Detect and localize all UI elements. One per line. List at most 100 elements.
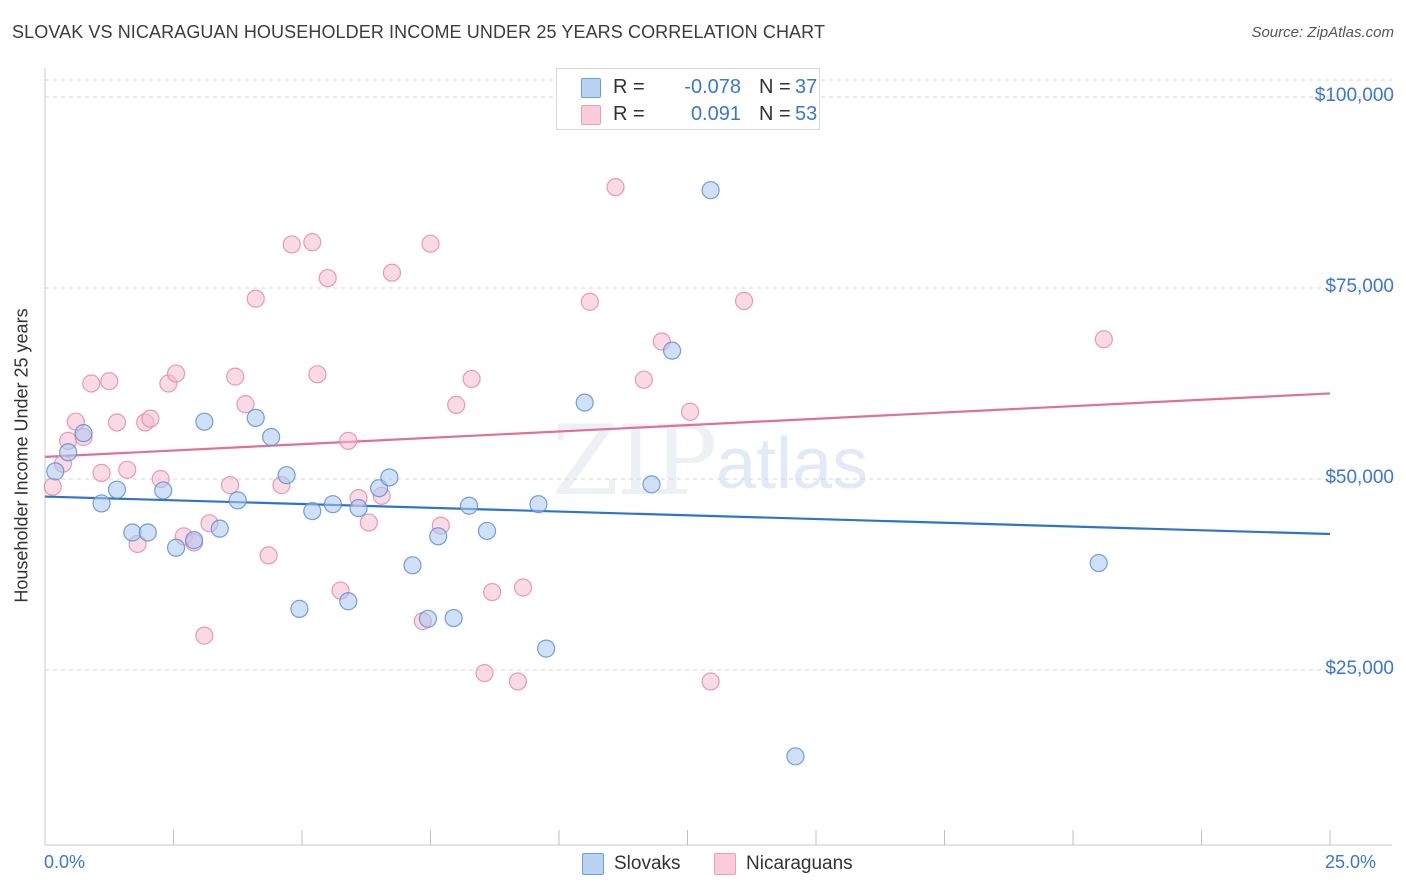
point-slovaks: [138, 523, 157, 542]
point-slovaks: [303, 501, 322, 521]
bottom-legend-label-slovaks: Slovaks: [614, 853, 681, 874]
point-nicaraguans: [1094, 330, 1113, 349]
point-slovaks: [477, 521, 497, 541]
point-slovaks: [701, 181, 720, 200]
point-slovaks: [575, 393, 594, 412]
point-slovaks: [418, 609, 438, 628]
trend-lines: [44, 392, 1331, 536]
point-nicaraguans: [303, 233, 322, 252]
point-nicaraguans: [680, 402, 700, 421]
point-slovaks: [349, 498, 368, 518]
point-nicaraguans: [195, 626, 214, 645]
point-slovaks: [184, 531, 204, 550]
point-slovaks: [262, 427, 281, 447]
bottom-legend-swatch-slovaks: [582, 853, 604, 875]
bottom-legend-label-nicaraguans: Nicaraguans: [746, 853, 853, 874]
point-nicaraguans: [382, 263, 402, 282]
gridlines: [45, 79, 1392, 671]
legend-r-label: R =: [613, 76, 645, 98]
legend-swatch-slovaks: [581, 78, 601, 98]
point-slovaks: [1089, 553, 1108, 573]
trend-line-nicaraguans: [44, 392, 1331, 458]
point-slovaks: [290, 599, 309, 618]
point-slovaks: [246, 408, 265, 427]
point-slovaks: [123, 523, 142, 542]
point-slovaks: [74, 424, 93, 443]
point-nicaraguans: [236, 395, 255, 414]
correlation-legend: R = -0.078 N = 37 R = 0.091 N = 53: [556, 68, 820, 130]
point-slovaks: [107, 480, 127, 499]
point-slovaks: [92, 494, 111, 513]
point-nicaraguans: [513, 578, 533, 597]
point-slovaks: [529, 495, 548, 514]
y-tick-label: $25,000: [1325, 658, 1394, 679]
point-nicaraguans: [43, 477, 62, 496]
x-tick-max-label: 25.0%: [1325, 852, 1377, 872]
point-nicaraguans: [483, 582, 502, 602]
point-nicaraguans: [226, 367, 245, 386]
legend-n-label: N =: [759, 76, 791, 98]
point-slovaks: [642, 475, 661, 494]
point-slovaks: [380, 468, 399, 487]
point-slovaks: [444, 608, 463, 628]
point-slovaks: [166, 538, 186, 557]
point-slovaks: [323, 495, 342, 514]
point-nicaraguans: [359, 513, 378, 532]
point-nicaraguans: [282, 235, 301, 254]
y-tick-label: $75,000: [1325, 276, 1394, 297]
point-nicaraguans: [259, 546, 278, 565]
trend-line-slovaks: [44, 495, 1331, 536]
point-nicaraguans: [107, 413, 127, 432]
bottom-legend-swatch-nicaraguans: [714, 853, 736, 875]
chart-title: SLOVAK VS NICARAGUAN HOUSEHOLDER INCOME …: [12, 22, 826, 42]
point-nicaraguans: [308, 365, 327, 384]
point-slovaks: [429, 527, 448, 546]
point-nicaraguans: [475, 663, 494, 683]
legend-n-value-slovaks: 37: [795, 76, 818, 98]
point-slovaks: [210, 519, 229, 538]
axes: [44, 68, 1392, 846]
point-nicaraguans: [580, 292, 599, 311]
legend-n-value-nicaraguans: 53: [795, 103, 818, 125]
point-slovaks: [195, 412, 214, 431]
point-slovaks: [662, 341, 682, 360]
point-nicaraguans: [606, 178, 625, 197]
point-slovaks: [459, 496, 479, 515]
legend-swatch-nicaraguans: [581, 105, 601, 125]
legend-r-value-slovaks: -0.078: [684, 76, 741, 98]
point-nicaraguans: [100, 372, 119, 391]
point-slovaks: [786, 747, 805, 766]
point-slovaks: [339, 592, 358, 611]
legend-r-value-nicaraguans: 0.091: [690, 103, 741, 125]
point-nicaraguans: [462, 369, 481, 389]
point-nicaraguans: [92, 463, 111, 482]
point-slovaks: [154, 481, 173, 500]
point-slovaks: [46, 462, 65, 481]
watermark-atlas: atlas: [716, 424, 869, 504]
y-axis-label: Householder Income Under 25 years: [11, 308, 32, 603]
source-credit: Source: ZipAtlas.com: [1251, 24, 1394, 41]
point-nicaraguans: [508, 672, 527, 691]
point-nicaraguans: [339, 431, 358, 450]
legend-n-label: N =: [759, 103, 791, 125]
point-nicaraguans: [634, 370, 653, 389]
y-tick-label: $100,000: [1314, 85, 1394, 106]
point-nicaraguans: [220, 476, 240, 495]
point-slovaks: [59, 443, 78, 462]
point-nicaraguans: [318, 268, 337, 288]
point-slovaks: [277, 466, 296, 485]
point-nicaraguans: [246, 289, 265, 308]
point-nicaraguans: [734, 291, 754, 311]
x-tick-min-label: 0.0%: [44, 852, 86, 872]
point-nicaraguans: [447, 395, 466, 414]
point-nicaraguans: [421, 234, 440, 253]
data-points: [43, 178, 1113, 766]
point-nicaraguans: [166, 364, 186, 383]
point-nicaraguans: [118, 460, 137, 479]
point-nicaraguans: [701, 672, 720, 691]
point-slovaks: [537, 639, 556, 658]
y-tick-label: $50,000: [1325, 467, 1394, 488]
point-nicaraguans: [82, 374, 101, 393]
point-nicaraguans: [141, 409, 160, 428]
